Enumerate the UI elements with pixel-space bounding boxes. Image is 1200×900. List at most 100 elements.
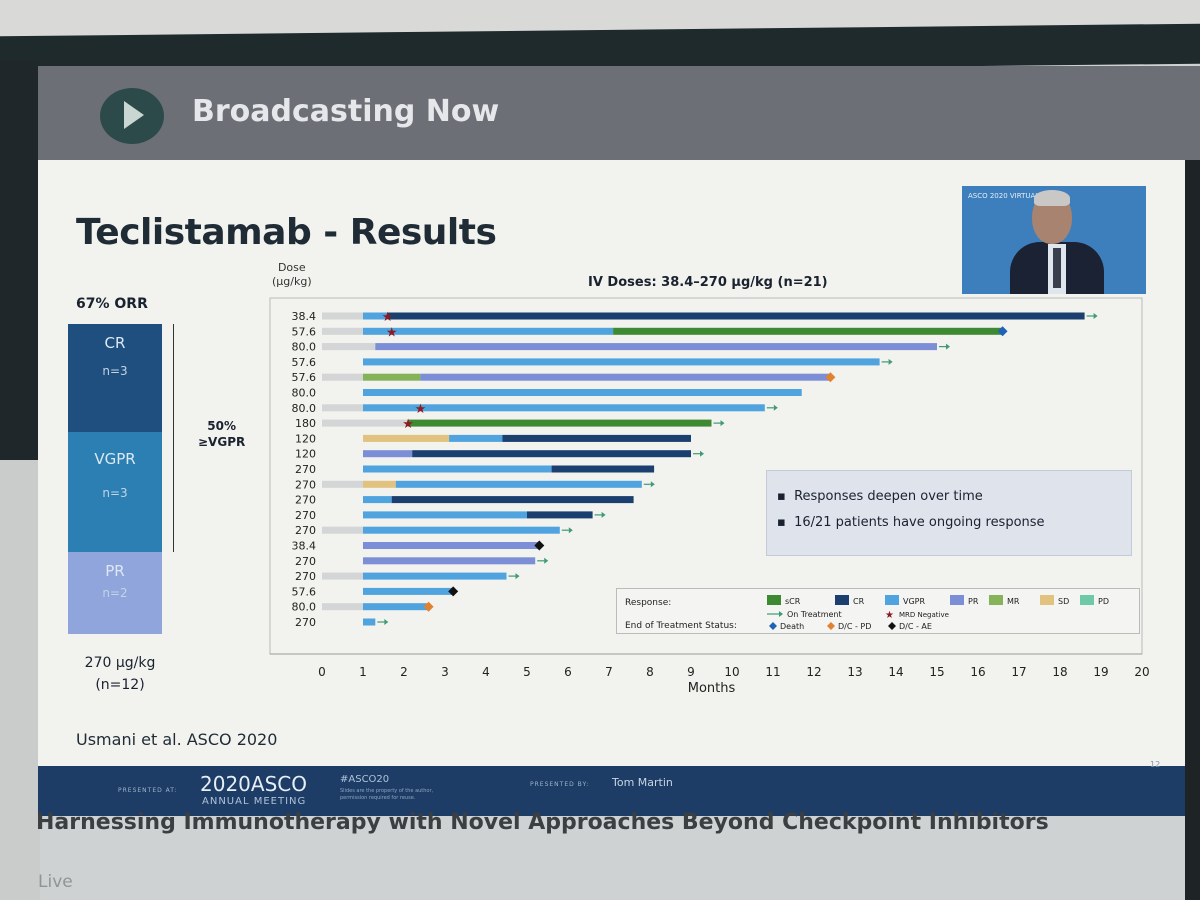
dose-axis-unit: (µg/kg): [272, 275, 312, 288]
legend-response-label: Response:: [625, 598, 671, 608]
response-segment: [322, 312, 363, 320]
orr-label: 67% ORR: [76, 296, 148, 312]
orr-dose-value: 270 µg/kg: [84, 655, 156, 671]
legend-item-label: VGPR: [903, 597, 925, 606]
dose-label: 270: [295, 509, 316, 522]
dose-label: 270: [295, 478, 316, 491]
presenter-video[interactable]: ASCO 2020 VIRTUAL: [962, 186, 1146, 294]
on-treatment-arrowhead: [650, 481, 655, 488]
live-status: Live: [38, 872, 73, 892]
response-segment: [363, 358, 880, 366]
x-tick-label: 20: [1134, 665, 1149, 679]
legend-swatch: [767, 595, 781, 605]
chart-legend: Response: End of Treatment Status: sCR CR VG…: [616, 588, 1140, 634]
chart-subtitle: IV Doses: 38.4–270 µg/kg (n=21): [588, 275, 828, 290]
response-segment: [363, 389, 802, 396]
x-tick-label: 1: [359, 665, 367, 679]
mrd-negative-star: ★: [415, 402, 427, 417]
monitor-frame-right: [1185, 100, 1200, 900]
orr-dose-n: (n=12): [95, 677, 145, 693]
footer-hashtag: #ASCO20: [340, 774, 390, 785]
vgpr-rate-label: ≥VGPR: [198, 435, 246, 449]
response-segment: [395, 480, 642, 488]
on-treatment-arrowhead: [515, 573, 520, 580]
on-treatment-arrowhead: [720, 420, 725, 427]
response-segment: [449, 434, 503, 442]
death-marker: [997, 326, 1008, 337]
session-title[interactable]: Harnessing Immunotherapy with Novel Appr…: [36, 810, 1049, 835]
response-segment: [322, 603, 363, 611]
legend-item-label: SD: [1058, 597, 1069, 606]
x-tick-label: 0: [318, 665, 326, 679]
dose-label: 80.0: [292, 402, 317, 415]
orr-dose-label: 270 µg/kg (n=12): [70, 652, 170, 696]
response-segment: [322, 572, 363, 580]
dose-label: 270: [295, 616, 316, 629]
response-segment: [363, 542, 540, 549]
response-segment: [420, 373, 831, 381]
response-segment: [363, 480, 396, 488]
dose-label: 270: [295, 524, 316, 537]
on-treatment-arrowhead: [700, 450, 704, 457]
dose-label: 57.6: [292, 585, 317, 598]
response-segment: [322, 343, 376, 351]
response-segment: [387, 312, 1085, 320]
callout-bullet: ▪ Responses deepen over time: [777, 489, 983, 504]
x-tick-label: 8: [646, 665, 654, 679]
response-segment: [363, 587, 454, 595]
legend-star-icon: ★: [885, 610, 894, 621]
response-segment: [363, 496, 392, 504]
response-segment: [502, 434, 691, 442]
dose-label: 80.0: [292, 387, 317, 400]
legend-end-label: End of Treatment Status:: [625, 621, 737, 631]
mrd-negative-star: ★: [402, 417, 414, 432]
footer-asco-logo: 2020ASCO: [200, 772, 307, 796]
orr-segment-count: n=2: [102, 586, 128, 600]
dose-label: 57.6: [292, 371, 317, 384]
monitor-frame-left: [0, 60, 40, 460]
swimmer-chart: 38.4 ★57.6 ★80.057.657.680.080.0 ★180 ★12012…: [269, 297, 1150, 696]
legend-swatch: [1040, 595, 1054, 605]
legend-item-label: sCR: [785, 597, 801, 606]
response-segment: [408, 419, 712, 427]
dose-axis-header: Dose (µg/kg): [272, 261, 312, 289]
vgpr-rate-value: 50%: [207, 419, 236, 433]
legend-mrd-negative: MRD Negative: [899, 611, 949, 619]
legend-swatch: [989, 595, 1003, 605]
footer-meeting: ANNUAL MEETING: [202, 796, 307, 807]
x-tick-label: 6: [564, 665, 572, 679]
orr-segment-pr: PR n=2: [68, 552, 162, 634]
x-tick-label: 18: [1052, 665, 1067, 679]
dose-label: 270: [295, 494, 316, 507]
orr-segment-label: VGPR: [94, 450, 136, 468]
footer-presenter: Tom Martin: [612, 776, 673, 789]
dose-label: 270: [295, 555, 316, 568]
play-icon[interactable]: [124, 101, 144, 129]
response-segment: [363, 603, 429, 611]
mrd-negative-star: ★: [386, 325, 398, 340]
legend-item-label: MR: [1007, 597, 1020, 606]
dose-label: 38.4: [292, 540, 317, 553]
response-segment: [322, 526, 363, 534]
response-segment: [363, 526, 560, 534]
dc-ae-marker: [448, 586, 459, 597]
on-treatment-arrowhead: [946, 343, 950, 350]
on-treatment-arrowhead: [601, 511, 606, 518]
orr-segment-cr: CR n=3: [68, 324, 162, 432]
dose-label: 57.6: [292, 325, 317, 338]
legend-swatch: [885, 595, 899, 605]
legend-item-label: CR: [853, 597, 865, 606]
dose-label: 270: [295, 570, 316, 583]
legend-swatch: [835, 595, 849, 605]
dc-ae-marker: [534, 540, 545, 551]
x-tick-label: 11: [765, 665, 780, 679]
legend-item-label: PD: [1098, 597, 1109, 606]
legend-arrowhead: [779, 611, 783, 617]
dose-label: 120: [295, 432, 316, 445]
on-treatment-arrowhead: [568, 527, 573, 534]
response-segment: [363, 404, 765, 412]
x-tick-label: 15: [929, 665, 944, 679]
response-segment: [551, 465, 655, 473]
mrd-negative-star: ★: [382, 310, 394, 325]
response-segment: [363, 450, 413, 458]
